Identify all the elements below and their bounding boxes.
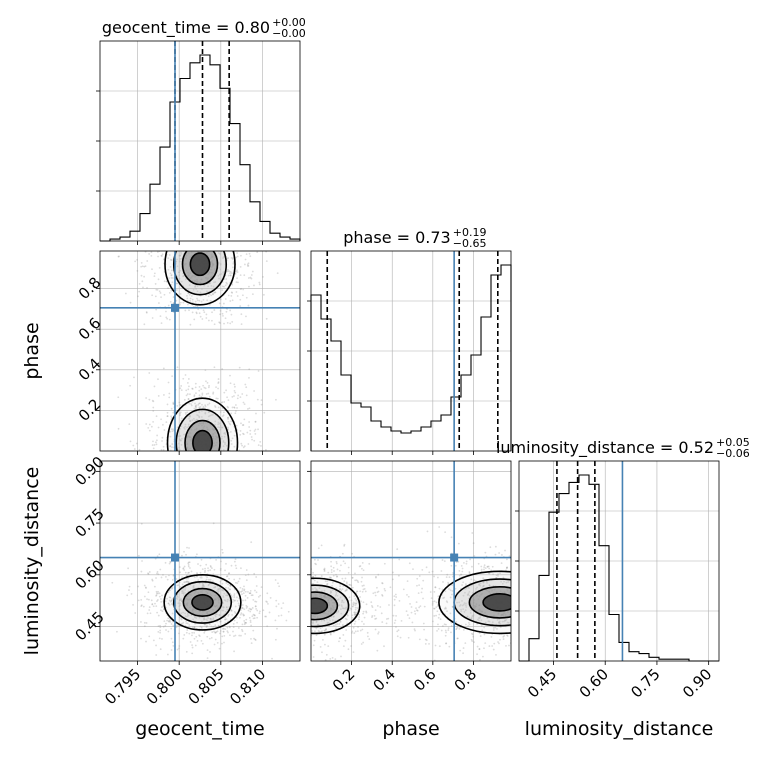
y-tick-label: 0.75 (71, 505, 107, 541)
density-blob (311, 577, 361, 635)
histogram-step-luminosity_distance (519, 474, 719, 662)
contour-line (175, 408, 230, 451)
hist-frame (99, 40, 301, 242)
panel-frame (99, 250, 301, 452)
contour-line (181, 251, 219, 286)
density-level (190, 253, 210, 276)
x-tick-label: 0.4 (369, 665, 399, 695)
histogram-step-phase (310, 264, 512, 451)
y-tick-label: 0.60 (71, 556, 107, 592)
contour-line (311, 597, 329, 615)
contour-line (191, 593, 214, 611)
density-level (192, 430, 213, 451)
density-blob (163, 573, 242, 631)
title-minus: −0.06 (716, 447, 750, 460)
title-minus: −0.65 (453, 237, 487, 250)
contour-line (172, 251, 228, 296)
contour-line (172, 580, 233, 624)
density-blob (438, 570, 511, 635)
title-main: geocent_time = 0.80 (102, 18, 270, 38)
truth-marker (171, 303, 179, 312)
density-blob (166, 397, 239, 451)
panel-content (100, 251, 300, 451)
contour-line (311, 577, 361, 635)
x-axis-label-phase: phase (382, 718, 439, 740)
contour-line (311, 584, 350, 628)
x-tick-label: 0.6 (410, 665, 440, 695)
y-axis-label-phase: phase (21, 322, 43, 379)
x-tick-label: 0.805 (185, 665, 228, 708)
panel-luminosity_distance_vs_phase (307, 461, 511, 665)
x-tick-label: 0.800 (143, 665, 186, 708)
contour-line (438, 570, 511, 635)
histogram-step-geocent_time (100, 54, 301, 242)
hist-panel-phase (307, 251, 512, 455)
title-plus: +0.19 (453, 226, 487, 239)
x-axis-label-luminosity_distance: luminosity_distance (525, 718, 714, 740)
panel-title-phase: phase = 0.73 +0.19−0.65 (343, 226, 486, 250)
contour-line (184, 419, 221, 451)
y-tick-label: 0.45 (71, 608, 107, 644)
contour-line (468, 586, 511, 619)
panel-title-geocent_time: geocent_time = 0.80 +0.00−0.00 (102, 16, 306, 40)
contour-line (311, 591, 339, 621)
panel-phase_vs_geocent_time (96, 251, 300, 455)
title-plus: +0.05 (716, 436, 750, 449)
sample-points (311, 526, 511, 661)
y-tick-label: 0.90 (71, 453, 107, 489)
title-main: luminosity_distance = 0.52 (496, 438, 714, 458)
panel-title-luminosity_distance: luminosity_distance = 0.52 +0.05−0.06 (496, 436, 750, 460)
hist-panel-luminosity_distance (515, 461, 719, 665)
contour-line (482, 593, 511, 612)
density-blob (164, 251, 236, 306)
x-tick-label: 0.795 (101, 665, 144, 708)
hist-panel-geocent_time (96, 41, 301, 245)
title-plus: +0.00 (272, 16, 306, 29)
truth-marker (171, 553, 179, 562)
contour-line (166, 397, 239, 451)
panel-content (100, 461, 300, 661)
truth-marker (450, 553, 459, 562)
contour-line (189, 252, 211, 277)
x-tick-label: 0.45 (524, 665, 560, 701)
contour-line (164, 251, 236, 306)
density-level (311, 598, 328, 614)
contour-line (182, 587, 223, 617)
x-tick-label: 0.2 (329, 665, 359, 695)
title-minus: −0.00 (272, 27, 306, 40)
hist-frame (310, 250, 512, 452)
density-level (483, 593, 511, 611)
contour-line (163, 573, 242, 631)
density-level (191, 594, 214, 610)
y-axis-label-luminosity_distance: luminosity_distance (21, 467, 43, 656)
x-tick-label: 0.810 (226, 665, 269, 708)
contour-line (192, 429, 213, 451)
x-axis-label-geocent_time: geocent_time (135, 718, 264, 740)
panel-frame (310, 460, 512, 662)
panel-content (311, 461, 511, 661)
x-tick-label: 0.75 (627, 665, 663, 701)
panel-luminosity_distance_vs_geocent_time (96, 461, 300, 665)
panel-frame (99, 460, 301, 662)
x-tick-label: 0.8 (451, 665, 481, 695)
hist-frame (518, 460, 720, 662)
x-tick-label: 0.90 (679, 665, 715, 701)
x-tick-label: 0.60 (576, 665, 612, 701)
title-main: phase = 0.73 (343, 228, 450, 247)
